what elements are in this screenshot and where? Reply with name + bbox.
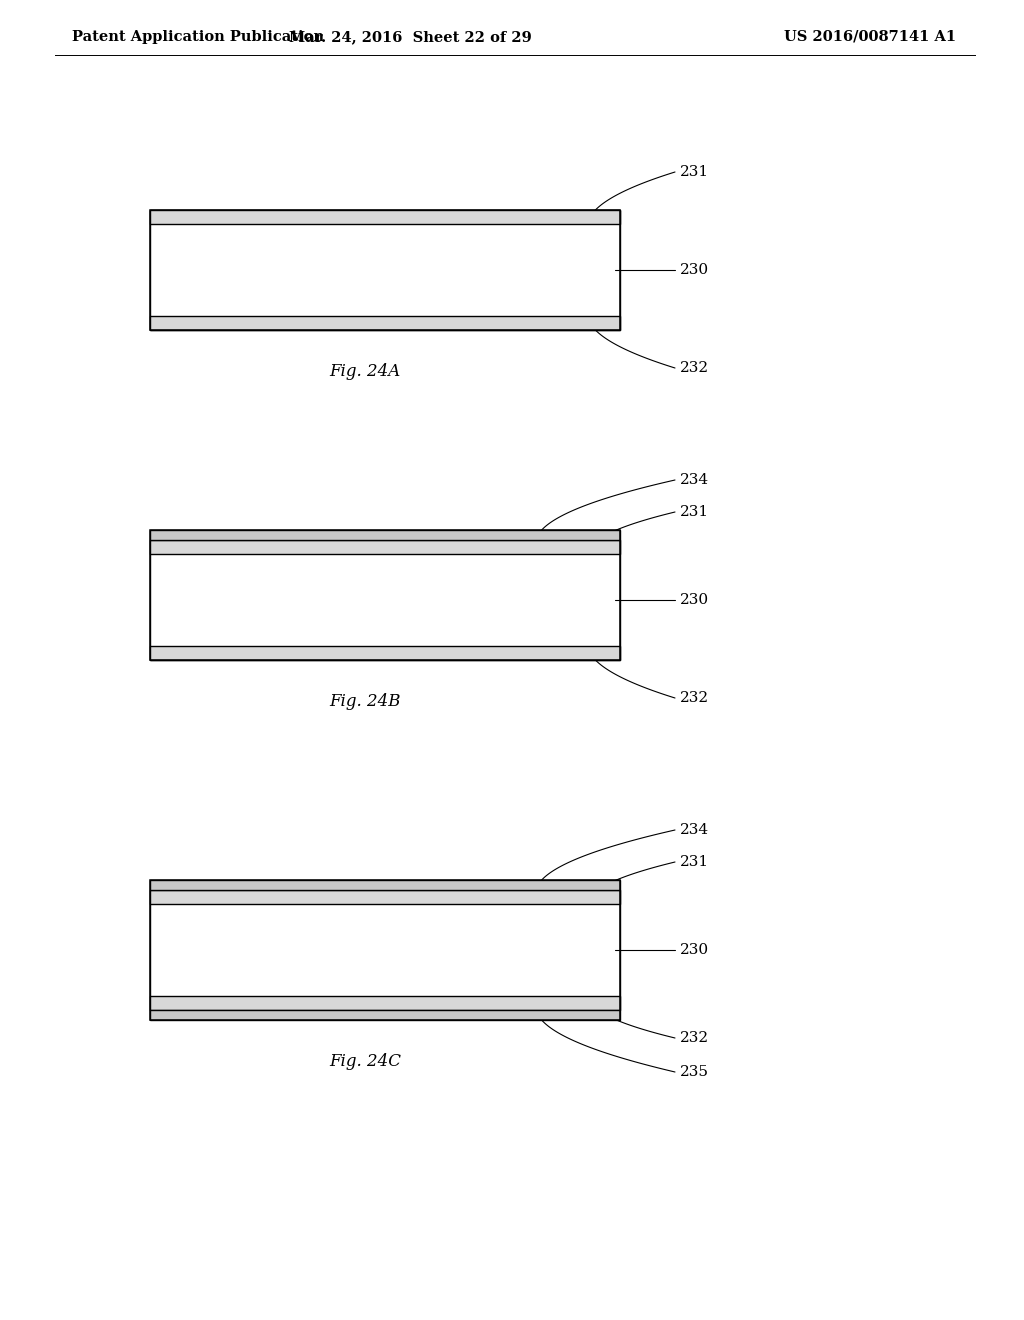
Bar	[150, 210, 620, 224]
Bar	[150, 880, 620, 1020]
Text: 234: 234	[680, 822, 710, 837]
Text: 232: 232	[680, 360, 710, 375]
Bar	[150, 1010, 620, 1020]
Text: Mar. 24, 2016  Sheet 22 of 29: Mar. 24, 2016 Sheet 22 of 29	[289, 30, 531, 44]
Text: US 2016/0087141 A1: US 2016/0087141 A1	[784, 30, 956, 44]
Bar	[150, 210, 620, 330]
Text: 231: 231	[680, 855, 710, 869]
Bar	[150, 531, 620, 660]
Text: 230: 230	[680, 942, 710, 957]
Bar	[150, 997, 620, 1010]
Bar	[150, 880, 620, 890]
Text: Fig. 24A: Fig. 24A	[330, 363, 400, 380]
Text: 235: 235	[680, 1065, 709, 1078]
Text: Fig. 24B: Fig. 24B	[330, 693, 400, 710]
Text: 230: 230	[680, 263, 710, 277]
Bar	[150, 890, 620, 904]
Bar	[150, 645, 620, 660]
Bar	[150, 531, 620, 540]
Bar	[150, 890, 620, 1010]
Text: 231: 231	[680, 506, 710, 519]
Bar	[150, 210, 620, 330]
Text: 230: 230	[680, 593, 710, 607]
Text: 234: 234	[680, 473, 710, 487]
Text: 232: 232	[680, 690, 710, 705]
Text: 231: 231	[680, 165, 710, 180]
Text: Fig. 24C: Fig. 24C	[329, 1053, 401, 1071]
Text: 232: 232	[680, 1031, 710, 1045]
Bar	[150, 315, 620, 330]
Bar	[150, 540, 620, 554]
Bar	[150, 540, 620, 660]
Text: Patent Application Publication: Patent Application Publication	[72, 30, 324, 44]
